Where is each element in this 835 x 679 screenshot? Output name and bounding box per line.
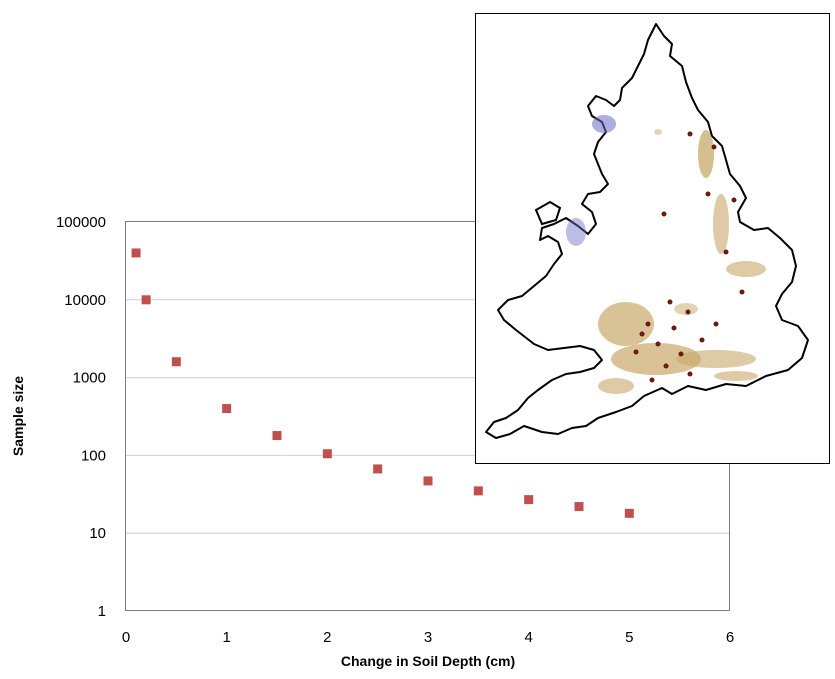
data-point [322, 449, 332, 459]
data-point [524, 495, 534, 505]
y-tick-label: 10 [89, 525, 106, 542]
y-tick-label: 1 [98, 603, 106, 620]
data-point [131, 248, 141, 258]
y-tick-label: 1000 [73, 370, 106, 387]
anglesey-outline [534, 200, 562, 226]
map-drawing [485, 23, 809, 439]
x-axis-title: Change in Soil Depth (cm) [341, 653, 515, 669]
x-tick-label: 6 [726, 629, 734, 646]
sample-sites [633, 131, 745, 383]
x-tick-label: 3 [424, 629, 432, 646]
y-axis-title: Sample size [10, 376, 26, 456]
x-tick-label: 0 [122, 629, 130, 646]
y-tick-label: 100 [81, 447, 106, 464]
england-wales-map-inset [475, 13, 830, 464]
data-point [141, 295, 151, 305]
data-point [222, 404, 232, 414]
data-point [473, 486, 483, 496]
y-tick-label: 100000 [56, 214, 106, 231]
x-tick-label: 5 [625, 629, 633, 646]
data-point [373, 464, 383, 474]
x-tick-label: 2 [323, 629, 331, 646]
x-tick-label: 1 [222, 629, 230, 646]
upland-regions [566, 115, 616, 246]
data-points [131, 248, 634, 518]
data-point [574, 502, 584, 512]
data-point [423, 476, 433, 486]
data-point [171, 357, 181, 367]
y-tick-label: 10000 [64, 292, 106, 309]
x-tick-label: 4 [524, 629, 532, 646]
coastline-outline [485, 23, 809, 439]
data-point [272, 431, 282, 441]
data-point [624, 508, 634, 518]
